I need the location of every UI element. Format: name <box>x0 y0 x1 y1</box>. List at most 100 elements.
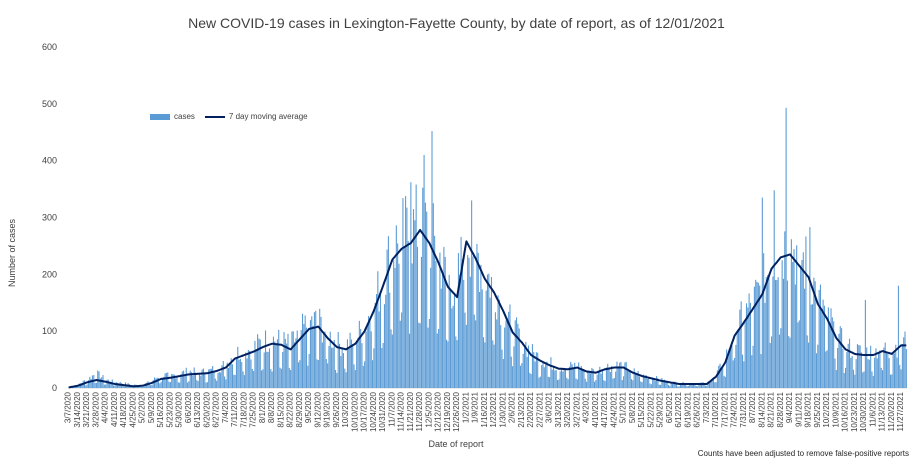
case-bar <box>370 331 372 388</box>
x-tick-label: 8/21/2021 <box>767 391 776 427</box>
case-bar <box>905 348 907 388</box>
case-bar <box>722 368 724 388</box>
case-bar <box>720 369 722 388</box>
case-bar <box>526 356 528 388</box>
case-bar <box>695 385 697 388</box>
case-bar <box>485 290 487 388</box>
case-bar <box>340 356 342 388</box>
case-bar <box>650 384 652 388</box>
case-bar <box>813 277 815 388</box>
case-bar <box>800 265 802 388</box>
case-bar <box>90 379 92 388</box>
case-bar <box>597 370 600 388</box>
x-tick-label: 1/23/2021 <box>489 391 498 427</box>
footnote: Counts have been adjusted to remove fals… <box>697 449 909 458</box>
x-tick-label: 5/15/2021 <box>637 391 646 427</box>
case-bar <box>276 339 278 388</box>
x-tick-label: 10/10/2020 <box>350 391 359 432</box>
case-bar <box>431 131 433 388</box>
case-bar <box>312 325 314 388</box>
case-bar <box>737 330 740 388</box>
case-bar <box>574 362 576 388</box>
case-bar <box>818 289 820 388</box>
x-tick-label: 6/12/2021 <box>674 391 683 427</box>
x-tick-label: 2/13/2021 <box>517 391 526 427</box>
case-bar <box>838 333 840 388</box>
case-bar <box>379 290 382 388</box>
case-bar <box>591 368 593 388</box>
case-bar <box>327 363 329 388</box>
case-bar <box>564 369 566 388</box>
case-bar <box>776 280 778 388</box>
case-bar <box>678 386 680 388</box>
case-bar <box>529 372 531 388</box>
case-bar <box>671 383 674 388</box>
x-tick-label: 8/28/2021 <box>776 391 785 427</box>
case-bar <box>459 274 461 388</box>
case-bar <box>323 333 325 388</box>
y-tick-label: 300 <box>42 213 57 223</box>
case-bar <box>309 320 311 388</box>
x-tick-label: 8/7/2021 <box>748 391 757 423</box>
case-bar <box>122 386 124 388</box>
case-bar <box>341 347 343 388</box>
case-bar <box>745 303 748 388</box>
case-bar <box>653 379 655 388</box>
case-bar <box>324 331 326 388</box>
case-bar <box>592 369 594 388</box>
case-bar <box>227 367 230 388</box>
case-bar <box>209 368 211 388</box>
case-bar <box>755 279 757 388</box>
case-bar <box>850 357 852 388</box>
case-bar <box>744 320 746 388</box>
case-bar <box>399 320 401 388</box>
case-bar <box>142 386 144 388</box>
case-bar <box>463 279 465 388</box>
case-bar <box>193 367 195 388</box>
case-bar <box>679 384 681 388</box>
case-bar <box>595 380 597 388</box>
case-bar <box>789 337 791 388</box>
case-bar <box>794 284 796 388</box>
case-bar <box>899 364 901 388</box>
legend-average-swatch <box>204 115 225 118</box>
case-bar <box>242 371 244 388</box>
x-tick-label: 7/25/2020 <box>249 391 258 427</box>
case-bar <box>896 357 898 388</box>
x-tick-label: 5/9/2020 <box>147 391 156 423</box>
case-bar <box>817 344 819 388</box>
x-tick-label: 10/16/2021 <box>841 391 850 432</box>
x-tick-label: 9/5/2020 <box>304 391 313 423</box>
case-bar <box>868 359 870 388</box>
case-bar <box>711 379 713 388</box>
x-tick-label: 4/3/2021 <box>582 391 591 423</box>
case-bar <box>714 382 716 388</box>
case-bar <box>621 380 623 388</box>
x-tick-label: 5/8/2021 <box>628 391 637 423</box>
case-bar <box>271 371 273 388</box>
case-bar <box>173 374 175 388</box>
case-bar <box>694 384 696 388</box>
case-bar <box>833 321 835 388</box>
case-bar <box>497 295 499 388</box>
case-bar <box>657 378 659 388</box>
case-bar <box>320 316 322 388</box>
case-bar <box>570 361 572 388</box>
case-bar <box>897 285 899 388</box>
case-bar <box>192 375 194 388</box>
x-tick-label: 8/29/2020 <box>295 391 304 427</box>
case-bar <box>673 381 675 388</box>
case-bar <box>213 372 215 388</box>
case-bar <box>658 384 660 388</box>
case-bar <box>613 378 615 388</box>
case-bar <box>282 351 284 388</box>
case-bar <box>270 368 272 388</box>
case-bar <box>876 358 878 388</box>
case-bar <box>538 377 540 388</box>
x-tick-label: 10/23/2021 <box>850 391 859 432</box>
x-tick-label: 10/2/2021 <box>822 391 831 427</box>
case-bar <box>305 327 308 388</box>
x-tick-label: 7/17/2021 <box>720 391 729 427</box>
case-bar <box>315 310 317 388</box>
x-tick-label: 7/18/2020 <box>239 391 248 427</box>
